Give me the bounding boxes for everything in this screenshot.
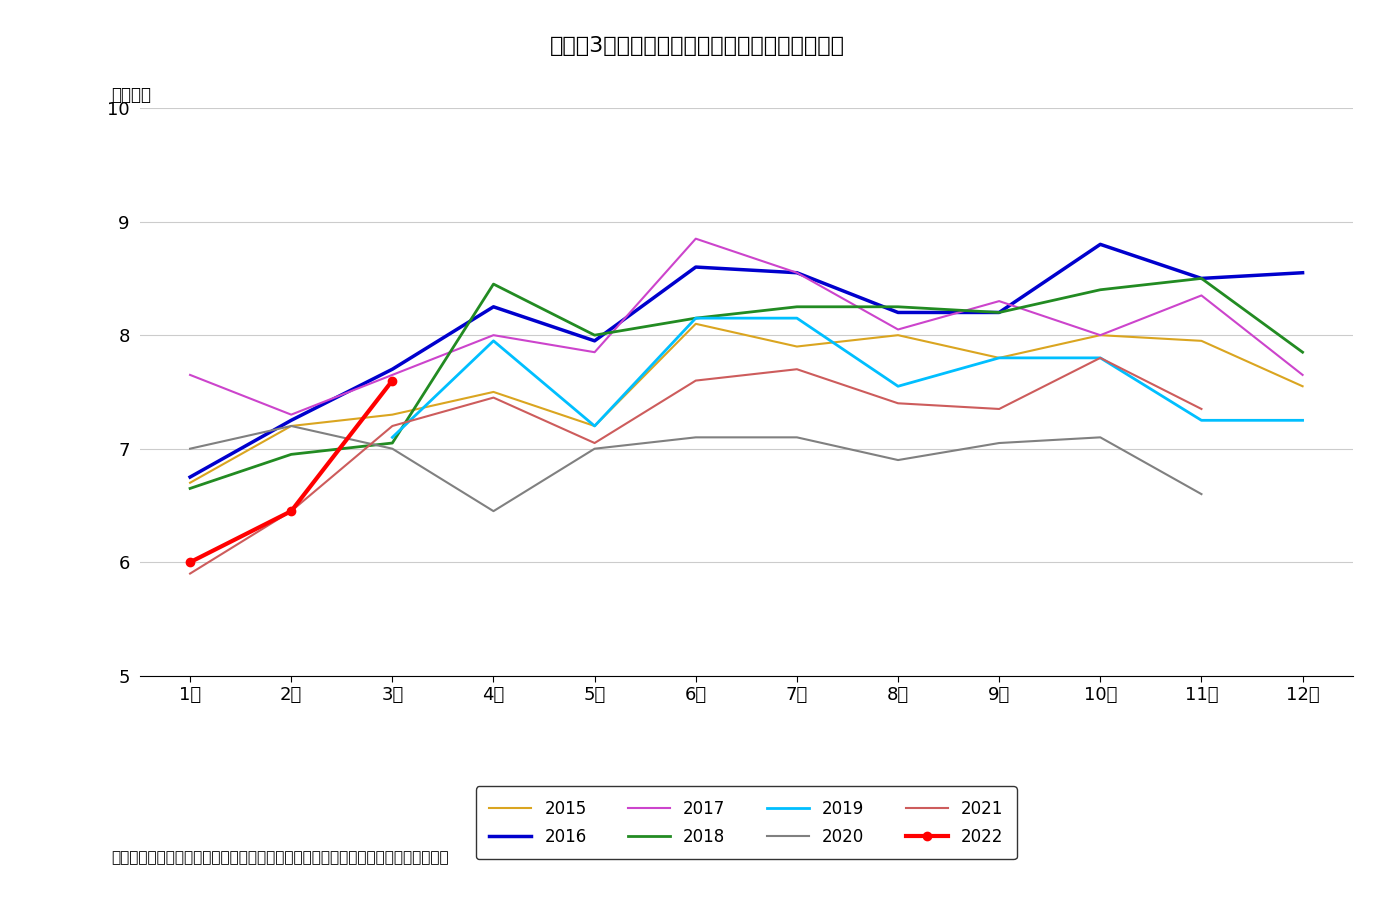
2018 (283, 449, 300, 460)
2017 (688, 233, 704, 244)
Legend: 2015, 2016, 2017, 2018, 2019, 2020, 2021, 2022: 2015, 2016, 2017, 2018, 2019, 2020, 2021… (476, 787, 1017, 859)
2015 (1092, 330, 1109, 341)
2020 (181, 443, 198, 454)
2017 (788, 268, 805, 278)
2020 (990, 438, 1007, 449)
Text: 図表－3　新設住宅着工戸数（全国、暦年比較）: 図表－3 新設住宅着工戸数（全国、暦年比較） (550, 36, 845, 56)
2016 (1193, 273, 1209, 284)
2020 (485, 505, 502, 516)
2020 (688, 432, 704, 442)
2019 (890, 381, 907, 392)
2016 (890, 307, 907, 318)
2015 (485, 387, 502, 397)
2019 (1193, 414, 1209, 425)
2015 (890, 330, 907, 341)
Line: 2022: 2022 (186, 377, 396, 567)
2020 (384, 443, 400, 454)
2016 (485, 301, 502, 312)
2022 (384, 375, 400, 386)
2019 (1295, 414, 1311, 425)
2017 (890, 324, 907, 335)
2016 (1295, 268, 1311, 278)
2015 (181, 478, 198, 488)
2018 (485, 278, 502, 289)
2017 (485, 330, 502, 341)
2021 (586, 438, 603, 449)
2017 (283, 409, 300, 420)
2015 (990, 352, 1007, 363)
2016 (990, 307, 1007, 318)
2018 (384, 438, 400, 449)
2015 (688, 318, 704, 329)
Line: 2018: 2018 (190, 278, 1303, 488)
2017 (1092, 330, 1109, 341)
Text: （出所）国土交通省「建築着工統計調査報告書」を基にニッセイ基礎研究所が作成: （出所）国土交通省「建築着工統計調査報告書」を基にニッセイ基礎研究所が作成 (112, 850, 449, 865)
2015 (1295, 381, 1311, 392)
2021 (181, 569, 198, 579)
2016 (586, 335, 603, 346)
2016 (283, 414, 300, 425)
Line: 2021: 2021 (190, 358, 1201, 574)
2016 (1092, 239, 1109, 250)
Line: 2019: 2019 (392, 318, 1303, 437)
Line: 2015: 2015 (190, 323, 1303, 483)
2021 (788, 364, 805, 375)
2020 (283, 421, 300, 432)
2019 (688, 313, 704, 323)
2017 (990, 296, 1007, 306)
Text: （万戸）: （万戸） (112, 86, 152, 104)
2018 (181, 483, 198, 494)
2019 (788, 313, 805, 323)
Line: 2020: 2020 (190, 426, 1201, 511)
2015 (283, 421, 300, 432)
Line: 2017: 2017 (190, 239, 1303, 414)
Line: 2016: 2016 (190, 244, 1303, 477)
2017 (586, 347, 603, 358)
2018 (586, 330, 603, 341)
2019 (1092, 352, 1109, 363)
2021 (1193, 404, 1209, 414)
2021 (890, 398, 907, 409)
2020 (586, 443, 603, 454)
2018 (890, 301, 907, 312)
2021 (384, 421, 400, 432)
2017 (181, 369, 198, 380)
2019 (384, 432, 400, 442)
2018 (1193, 273, 1209, 284)
2021 (990, 404, 1007, 414)
2018 (990, 307, 1007, 318)
2018 (1092, 285, 1109, 296)
2015 (788, 341, 805, 352)
2019 (485, 335, 502, 346)
2017 (1193, 290, 1209, 301)
2020 (1193, 488, 1209, 499)
2022 (181, 557, 198, 568)
2017 (1295, 369, 1311, 380)
2020 (788, 432, 805, 442)
2016 (788, 268, 805, 278)
2020 (1092, 432, 1109, 442)
2016 (384, 364, 400, 375)
2016 (688, 261, 704, 272)
2021 (1092, 352, 1109, 363)
2019 (586, 421, 603, 432)
2019 (990, 352, 1007, 363)
2015 (1193, 335, 1209, 346)
2021 (485, 392, 502, 403)
2020 (890, 455, 907, 466)
2015 (384, 409, 400, 420)
2022 (283, 505, 300, 516)
2018 (788, 301, 805, 312)
2018 (1295, 347, 1311, 358)
2021 (283, 505, 300, 516)
2015 (586, 421, 603, 432)
2021 (688, 375, 704, 386)
2018 (688, 313, 704, 323)
2016 (181, 471, 198, 482)
